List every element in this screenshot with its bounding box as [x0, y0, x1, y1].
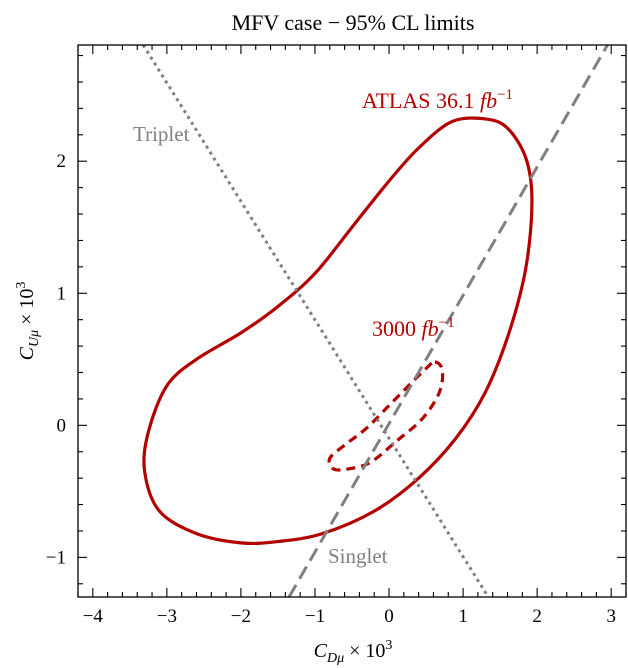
annotation-atlas-36-1: ATLAS 36.1 fb−1	[362, 87, 513, 113]
x-tick-label: −1	[305, 606, 325, 627]
y-tick-label: 0	[57, 415, 67, 436]
x-tick-label: 0	[384, 606, 394, 627]
x-tick-label: −3	[157, 606, 177, 627]
contour-atlas-36-1	[142, 116, 534, 546]
annotation-singlet: Singlet	[328, 544, 388, 568]
x-axis-title: CDμ × 103	[314, 638, 393, 666]
x-tick-label: 3	[606, 606, 616, 627]
y-axis-title: CUμ × 103	[14, 282, 42, 361]
series-layer	[141, 45, 609, 597]
line-singlet	[287, 45, 609, 597]
y-tick-label: 2	[57, 151, 67, 172]
y-tick-label: −1	[46, 547, 66, 568]
x-tick-label: −2	[231, 606, 251, 627]
tick-labels-layer: −4 −3 −2 −1 0 1 2 3 −1 0 1 2	[46, 151, 616, 627]
y-tick-label: 1	[57, 283, 67, 304]
x-tick-label: 2	[532, 606, 542, 627]
chart-title: MFV case − 95% CL limits	[232, 10, 475, 35]
ticks-layer	[77, 45, 627, 597]
x-tick-label: −4	[83, 606, 104, 627]
contour-3000	[327, 360, 445, 472]
x-tick-label: 1	[458, 606, 468, 627]
annotation-3000: 3000 fb−1	[372, 315, 455, 341]
plot-frame	[77, 44, 627, 598]
annotation-triplet: Triplet	[133, 122, 190, 146]
